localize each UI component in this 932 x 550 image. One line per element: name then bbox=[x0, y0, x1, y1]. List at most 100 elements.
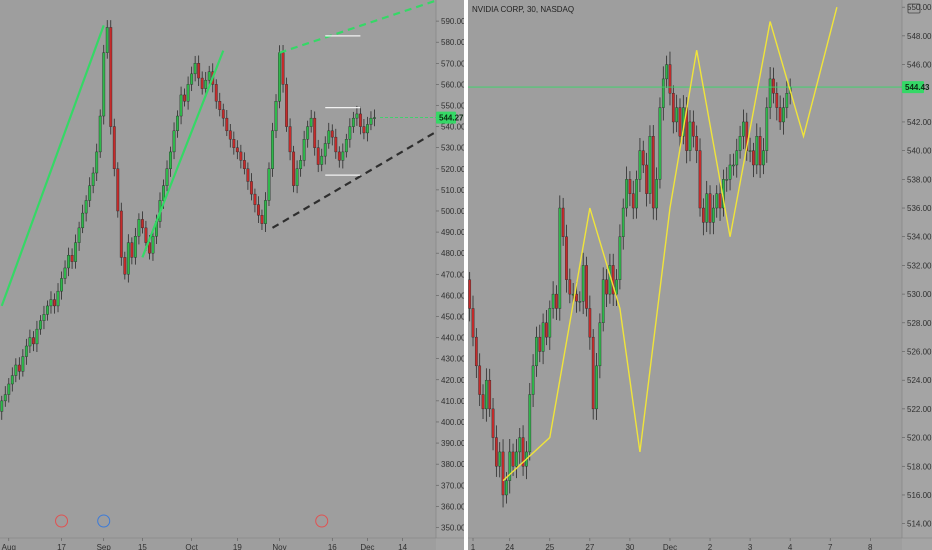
candle-body bbox=[186, 84, 190, 102]
candle-body bbox=[651, 136, 655, 209]
candle-body bbox=[782, 107, 785, 123]
candle-body bbox=[295, 168, 299, 186]
candle-body bbox=[768, 78, 772, 108]
candle-body bbox=[74, 242, 78, 262]
event-marker bbox=[315, 514, 329, 528]
candle-body bbox=[738, 136, 742, 151]
candle-body bbox=[621, 207, 625, 237]
candle-body bbox=[728, 164, 732, 180]
candle-body bbox=[172, 130, 176, 153]
last-price-badge bbox=[902, 81, 924, 94]
candle-body bbox=[758, 136, 762, 166]
candle-body bbox=[260, 214, 264, 224]
candle-body bbox=[545, 322, 548, 338]
candle-body bbox=[98, 115, 102, 153]
candle-body bbox=[605, 279, 608, 295]
candle-body bbox=[190, 73, 194, 85]
candle-body bbox=[488, 379, 492, 410]
candle-body bbox=[551, 293, 555, 309]
last-price-label: 544.27 bbox=[439, 114, 464, 123]
candle-body bbox=[214, 84, 218, 102]
candle-body bbox=[306, 126, 310, 140]
candle-body bbox=[327, 130, 331, 144]
candle-body bbox=[765, 107, 769, 151]
candle-body bbox=[95, 151, 99, 174]
candle-body bbox=[635, 179, 638, 209]
candle-body bbox=[531, 365, 535, 395]
candle-body bbox=[661, 78, 665, 108]
x-tick-label: 15 bbox=[138, 543, 147, 550]
y-tick-label: 380.00 bbox=[441, 460, 464, 469]
candle-body bbox=[755, 136, 759, 166]
candle-body bbox=[112, 126, 116, 169]
candle-body bbox=[484, 379, 488, 410]
candle-body bbox=[267, 168, 271, 201]
candle-body bbox=[701, 207, 705, 223]
candle-body bbox=[369, 117, 373, 125]
candle-body bbox=[521, 437, 525, 467]
y-tick-label: 370.00 bbox=[441, 481, 464, 490]
candle-body bbox=[478, 365, 482, 395]
y-tick-label: 510.00 bbox=[441, 186, 464, 195]
y-tick-label: 400.00 bbox=[441, 418, 464, 427]
candle-body bbox=[362, 126, 366, 134]
left-price-chart[interactable]: 350.00 360.00 370.00 380.00 390.00 400.00 410.… bbox=[0, 0, 464, 550]
y-tick-label: 514.00 bbox=[907, 520, 932, 529]
y-tick-label: 530.00 bbox=[907, 290, 932, 299]
y-tick-label: 526.00 bbox=[907, 347, 932, 356]
candle-body bbox=[775, 93, 779, 108]
x-tick-label: 25 bbox=[545, 543, 554, 550]
candle-body bbox=[568, 279, 572, 295]
y-tick-label: 546.00 bbox=[907, 61, 932, 70]
y-tick-label: 420.00 bbox=[441, 376, 464, 385]
candle-body bbox=[671, 93, 675, 123]
candle-body bbox=[742, 121, 745, 137]
x-tick-label: Sep bbox=[97, 543, 112, 550]
right-price-chart[interactable]: 514.00 516.00 518.00 520.00 522.00 524.00 526.… bbox=[468, 0, 932, 550]
candle-body bbox=[88, 185, 92, 201]
candle-body bbox=[712, 207, 715, 223]
candle-body bbox=[678, 107, 682, 137]
candle-body bbox=[148, 242, 151, 254]
x-tick-label: Dec bbox=[360, 543, 374, 550]
candle-body bbox=[232, 139, 236, 148]
candle-body bbox=[715, 193, 719, 209]
candle-body bbox=[246, 168, 250, 182]
candle-body bbox=[169, 151, 172, 169]
candle-body bbox=[102, 52, 106, 117]
candle-body bbox=[242, 160, 246, 169]
candle-body bbox=[337, 151, 341, 161]
x-tick-label: 7 bbox=[828, 543, 833, 550]
candle-body bbox=[235, 147, 239, 153]
candle-body bbox=[598, 322, 602, 367]
x-tick-label: Aug bbox=[2, 543, 16, 550]
candle-body bbox=[344, 139, 348, 153]
y-tick-label: 450.00 bbox=[441, 312, 464, 321]
candle-body bbox=[123, 257, 127, 275]
y-tick-label: 530.00 bbox=[441, 144, 464, 153]
candle-body bbox=[292, 151, 296, 186]
y-tick-label: 570.00 bbox=[441, 59, 464, 68]
x-tick-label: 16 bbox=[328, 543, 337, 550]
candle-body bbox=[748, 150, 752, 152]
candle-body bbox=[42, 314, 46, 321]
candle-body bbox=[183, 94, 187, 102]
candle-body bbox=[281, 52, 285, 85]
candle-body bbox=[49, 299, 53, 307]
candle-body bbox=[31, 337, 35, 345]
candle-body bbox=[56, 290, 60, 307]
candle-body bbox=[578, 301, 582, 303]
candle-body bbox=[501, 451, 505, 496]
candle-body bbox=[91, 172, 95, 186]
candle-body bbox=[137, 219, 141, 237]
y-tick-label: 536.00 bbox=[907, 204, 932, 213]
candle-body bbox=[615, 279, 618, 295]
candle-body bbox=[7, 383, 11, 395]
pane-divider[interactable] bbox=[464, 0, 468, 550]
y-tick-label: 528.00 bbox=[907, 319, 932, 328]
candle-body bbox=[735, 150, 739, 166]
candle-body bbox=[257, 204, 260, 216]
candle-body bbox=[505, 480, 508, 496]
y-tick-label: 500.00 bbox=[441, 207, 464, 216]
trendline bbox=[0, 24, 105, 307]
